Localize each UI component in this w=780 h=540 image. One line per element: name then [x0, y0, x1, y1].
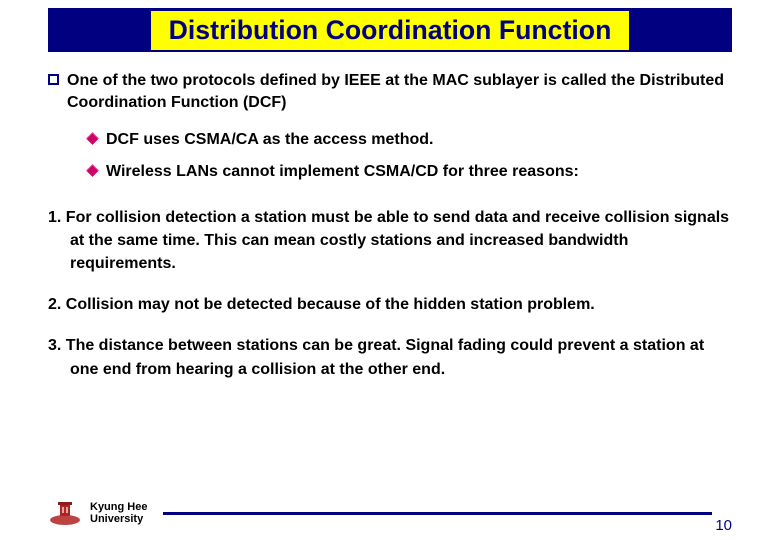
slide-title: Distribution Coordination Function [151, 11, 630, 50]
diamond-bullet-icon [86, 164, 99, 177]
sub-bullet-row: DCF uses CSMA/CA as the access method. [88, 129, 732, 151]
university-name: Kyung Hee University [90, 501, 147, 525]
university-logo-icon [48, 500, 82, 526]
slide: Distribution Coordination Function One o… [0, 0, 780, 540]
numbered-item: 1. For collision detection a station mus… [48, 206, 732, 276]
numbered-list: 1. For collision detection a station mus… [48, 206, 732, 381]
numbered-item: 3. The distance between stations can be … [48, 334, 732, 380]
sub-bullet-row: Wireless LANs cannot implement CSMA/CD f… [88, 161, 732, 183]
square-bullet-icon [48, 74, 59, 85]
numbered-item: 2. Collision may not be detected because… [48, 293, 732, 316]
sub-bullet-list: DCF uses CSMA/CA as the access method. W… [88, 129, 732, 184]
page-number: 10 [715, 517, 732, 534]
main-bullet-row: One of the two protocols defined by IEEE… [48, 70, 732, 115]
footer-divider [163, 512, 712, 515]
title-bar: Distribution Coordination Function [48, 8, 732, 52]
main-bullet-text: One of the two protocols defined by IEEE… [67, 70, 732, 115]
footer: Kyung Hee University [48, 500, 732, 526]
university-name-line1: Kyung Hee [90, 501, 147, 513]
diamond-bullet-icon [86, 132, 99, 145]
sub-bullet-text: Wireless LANs cannot implement CSMA/CD f… [106, 161, 579, 183]
university-name-line2: University [90, 513, 147, 525]
slide-content: One of the two protocols defined by IEEE… [48, 70, 732, 480]
sub-bullet-text: DCF uses CSMA/CA as the access method. [106, 129, 434, 151]
